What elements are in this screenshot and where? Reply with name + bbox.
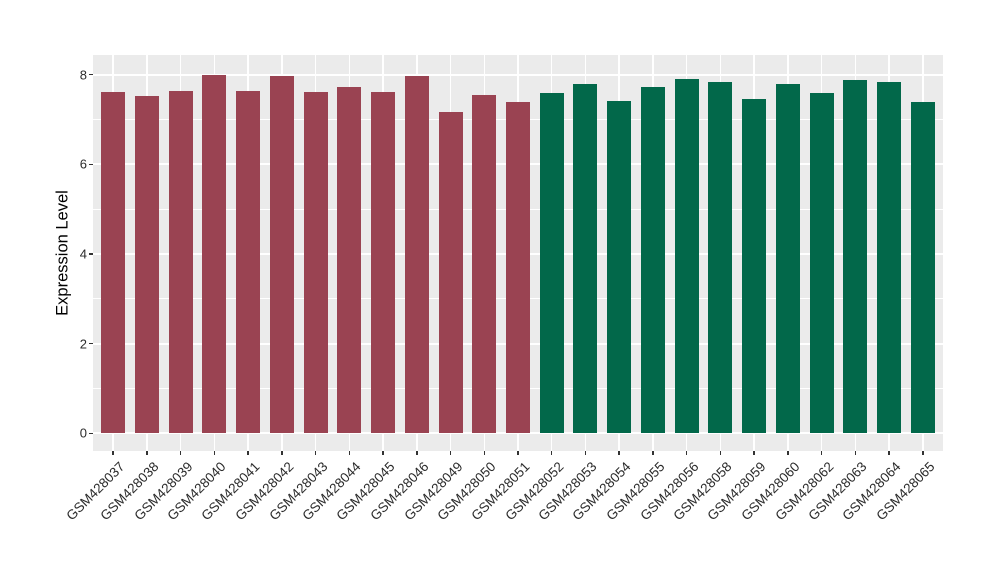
x-axis-tick xyxy=(652,451,654,455)
bar xyxy=(539,92,564,434)
bar xyxy=(809,93,834,434)
x-axis-tick xyxy=(854,451,857,455)
bar xyxy=(640,87,665,434)
bar xyxy=(674,79,699,434)
x-axis-tick xyxy=(753,451,755,455)
y-tick-label: 0 xyxy=(79,425,87,441)
bar xyxy=(438,111,463,434)
y-axis-tick xyxy=(89,73,93,76)
x-axis-tick xyxy=(922,451,924,455)
bar xyxy=(742,98,767,434)
bar xyxy=(843,80,868,434)
x-axis-tick xyxy=(112,451,114,455)
x-axis-tick xyxy=(247,451,249,455)
y-tick-label: 2 xyxy=(79,336,87,352)
x-axis-tick xyxy=(719,451,722,455)
bar xyxy=(303,91,328,434)
bar xyxy=(371,92,396,434)
bar xyxy=(775,84,800,434)
bar xyxy=(337,86,362,434)
bar xyxy=(134,95,159,434)
x-axis-tick xyxy=(146,451,148,455)
y-axis-tick xyxy=(89,163,93,166)
x-axis-tick xyxy=(281,451,283,455)
x-axis-tick xyxy=(888,451,890,455)
plot-panel xyxy=(93,55,943,451)
bar xyxy=(708,81,733,434)
y-axis-tick xyxy=(89,253,93,255)
y-axis-tick xyxy=(89,342,93,345)
y-tick-label: 4 xyxy=(79,246,87,262)
bar xyxy=(269,75,294,434)
bar xyxy=(505,102,530,434)
bar xyxy=(168,90,193,434)
x-axis-tick xyxy=(618,451,620,455)
bar xyxy=(607,101,632,434)
x-axis-tick xyxy=(348,451,351,455)
bar xyxy=(101,92,126,434)
x-axis-tick xyxy=(449,451,452,455)
bar xyxy=(573,83,598,434)
bar xyxy=(910,101,935,434)
bar xyxy=(472,94,497,434)
x-axis-tick xyxy=(213,451,216,455)
y-axis-tick xyxy=(89,432,93,435)
x-axis-tick xyxy=(314,451,317,455)
bar xyxy=(877,81,902,434)
x-axis-tick xyxy=(483,451,485,455)
y-tick-label: 8 xyxy=(79,67,87,83)
x-axis-tick xyxy=(550,451,553,455)
x-axis-tick xyxy=(179,451,182,455)
x-axis-tick xyxy=(584,451,587,455)
x-axis-tick xyxy=(416,451,418,455)
x-axis-tick xyxy=(787,451,789,455)
x-axis-tick xyxy=(382,451,384,455)
x-axis-tick xyxy=(517,451,519,455)
y-tick-label: 6 xyxy=(79,156,87,172)
bar xyxy=(236,90,261,434)
bar xyxy=(404,76,429,434)
x-axis-tick xyxy=(685,451,688,455)
x-axis-tick xyxy=(820,451,823,455)
bar xyxy=(202,74,227,434)
